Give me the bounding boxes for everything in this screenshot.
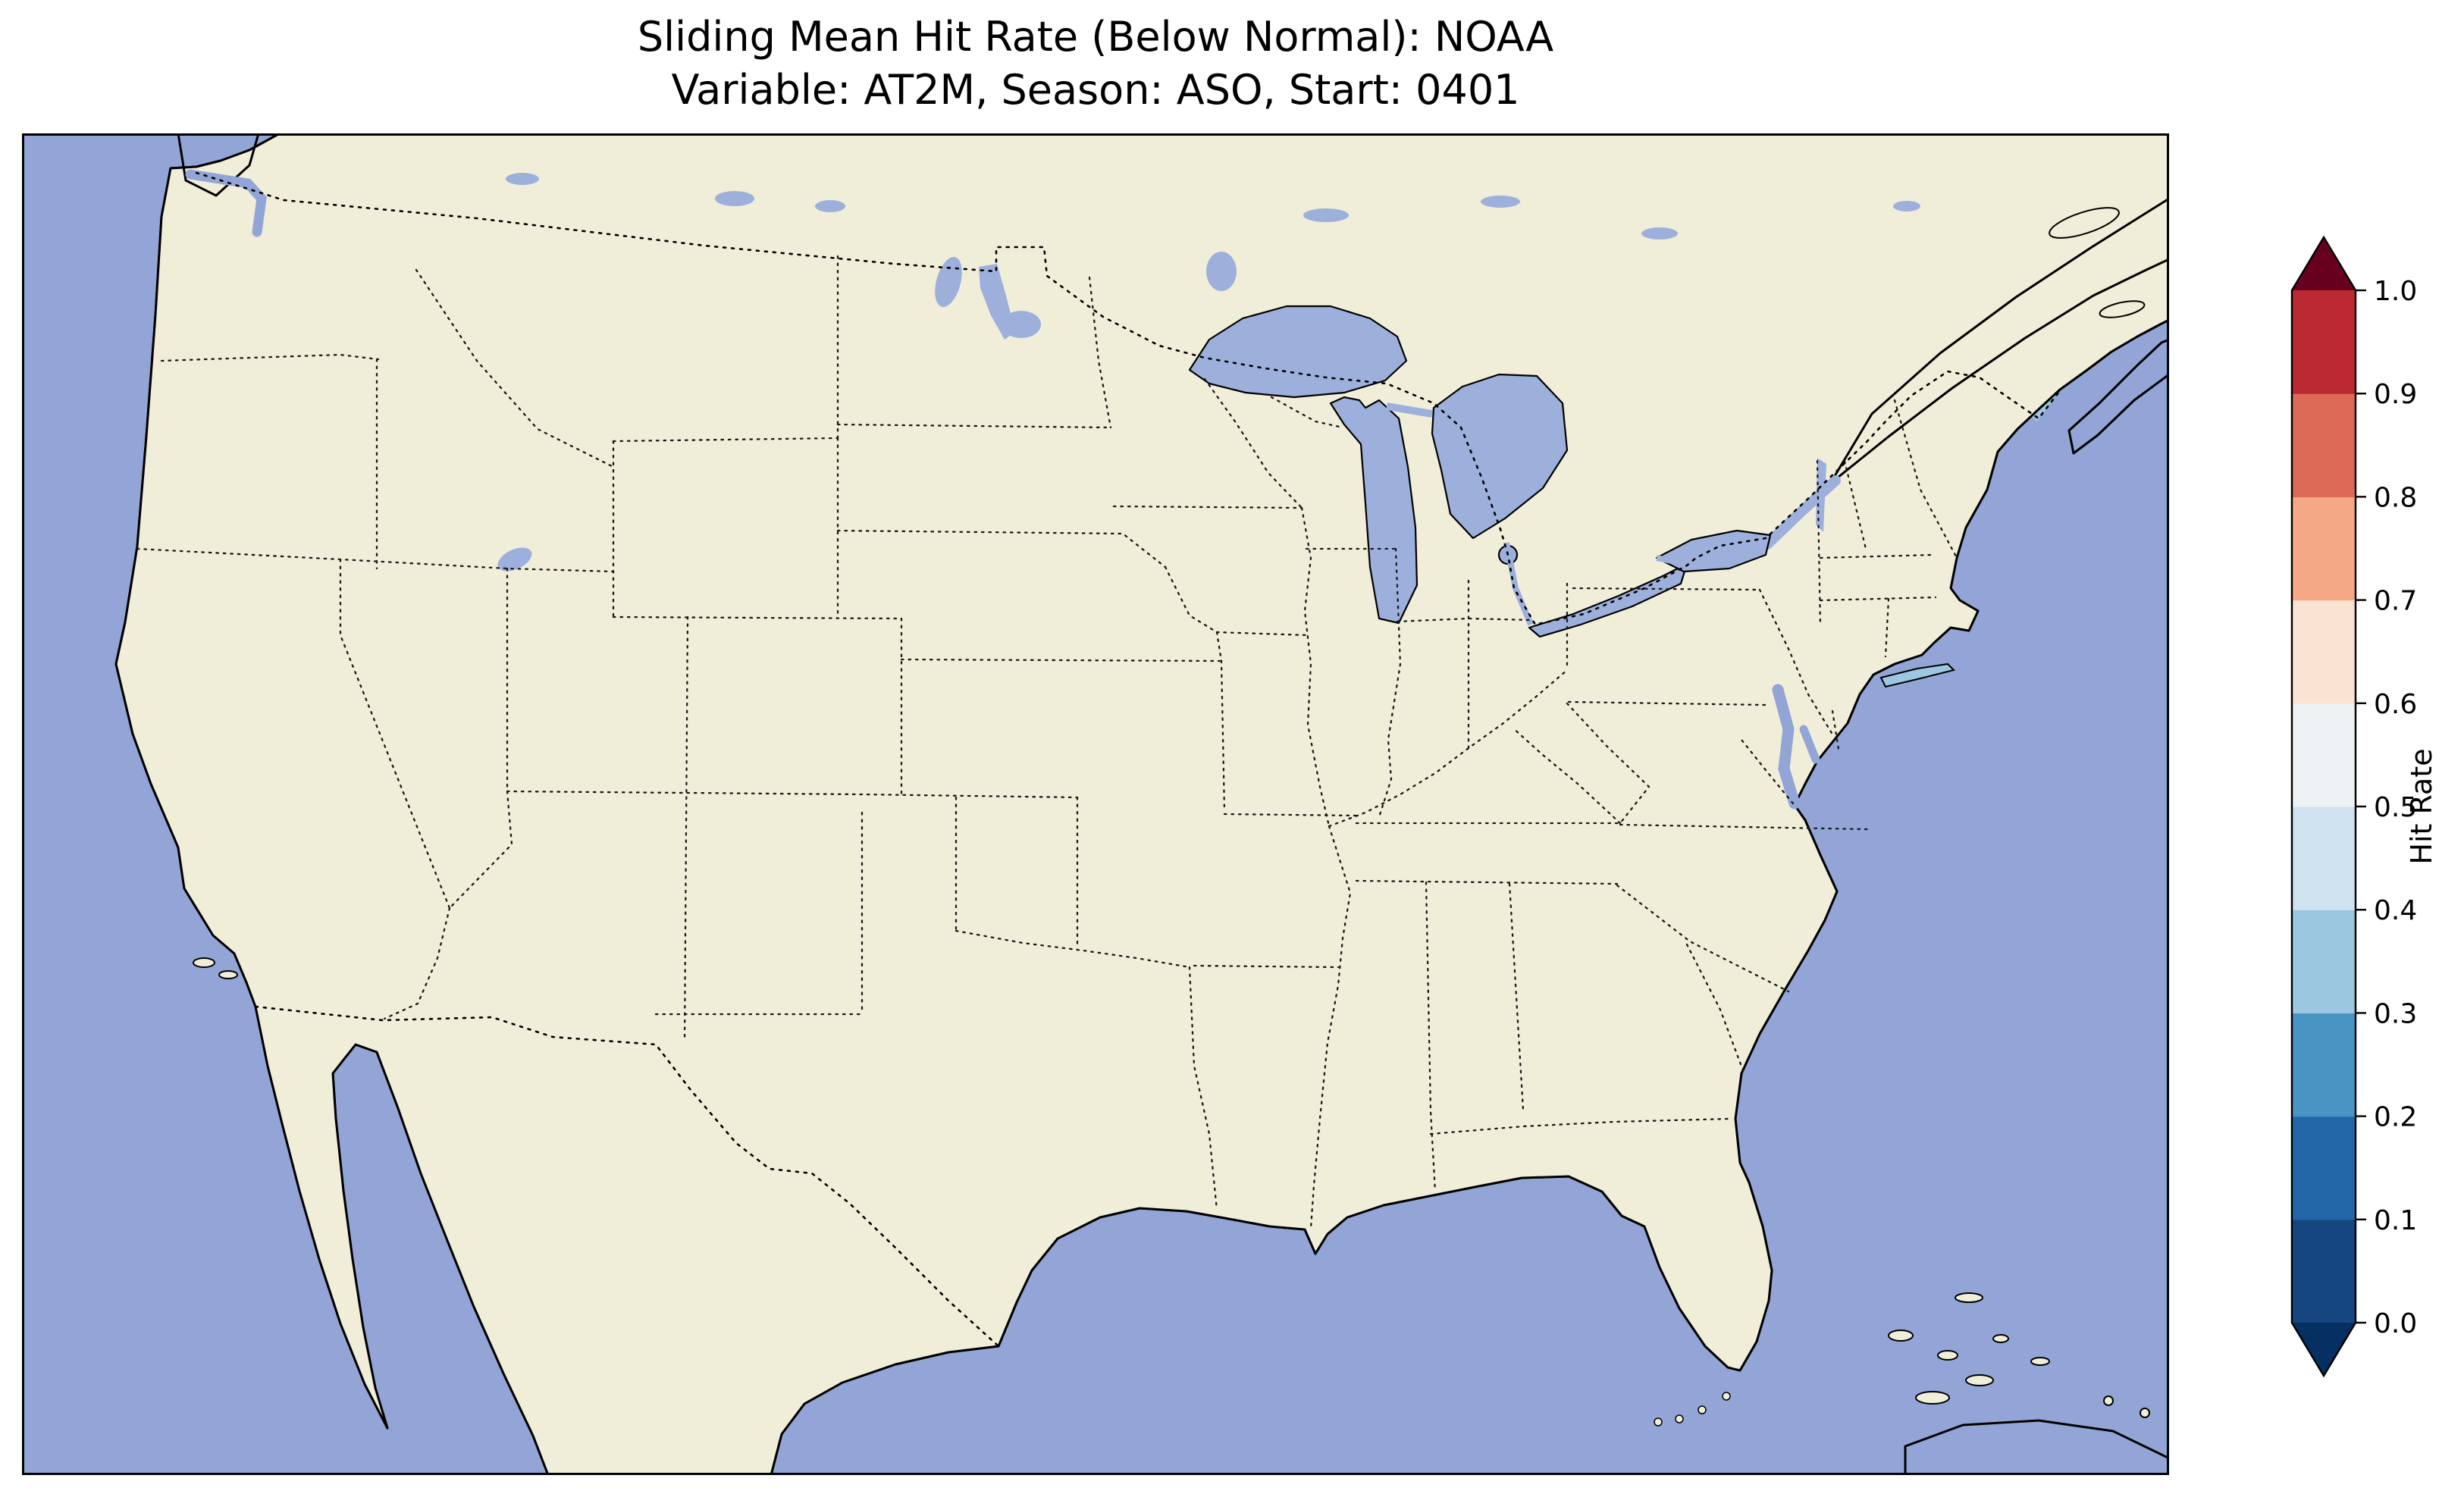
colorbar-tick-label-0.2: 0.2 (2374, 1102, 2417, 1133)
canada-lake-1 (715, 191, 754, 206)
grand-bahama (1955, 1292, 1983, 1303)
lake-nipigon (1206, 252, 1237, 291)
colorbar-over-arrow (2292, 237, 2356, 290)
colorbar-segment-0.6-0.7 (2292, 600, 2356, 704)
islands (193, 957, 2169, 1475)
colorbar-segments (2292, 237, 2356, 1376)
colorbar-tick-label-0.8: 0.8 (2374, 482, 2417, 513)
canada-lake-2 (815, 200, 845, 212)
colorbar-tick-label-0.7: 0.7 (2374, 586, 2417, 617)
national-borders (195, 171, 2060, 1348)
channel-island-2 (218, 970, 238, 979)
nova-scotia (2067, 338, 2169, 455)
state-borders (136, 255, 1958, 1229)
colorbar-tick-label-0.6: 0.6 (2374, 689, 2417, 720)
title-line-1: Sliding Mean Hit Rate (Below Normal): NO… (637, 13, 1554, 61)
colorbar-segment-0.9-1 (2292, 290, 2356, 394)
map-frame (22, 133, 2169, 1475)
conus-hit-rate-map (22, 133, 2169, 1475)
small-island-2 (2140, 1408, 2150, 1418)
lake-erie (1528, 562, 1688, 638)
us-mexico-border (254, 1005, 1000, 1348)
colorbar-segment-0.5-0.6 (2292, 703, 2356, 807)
figure-title: Sliding Mean Hit Rate (Below Normal): NO… (22, 11, 2169, 117)
colorbar-under-arrow (2292, 1323, 2356, 1376)
cuba (1904, 1419, 2169, 1475)
colorbar-tick-label-0.3: 0.3 (2374, 998, 2417, 1029)
bahama-island-5 (1992, 1334, 2009, 1343)
colorbar-segment-0.2-0.3 (2292, 1013, 2356, 1117)
lake-of-the-woods (1002, 311, 1041, 338)
bahama-island-4 (1937, 1350, 1958, 1361)
colorbar-tick-label-0.4: 0.4 (2374, 895, 2417, 926)
florida-key-4 (1654, 1417, 1663, 1427)
florida-key-3 (1675, 1414, 1684, 1424)
colorbar-tick-label-0.5: 0.5 (2374, 792, 2417, 823)
detroit-river (1503, 542, 1534, 626)
florida-key-2 (1698, 1405, 1707, 1414)
colorbar-segment-0.1-0.2 (2292, 1116, 2356, 1220)
colorbar: 0.0 0.1 0.2 0.3 0.4 0.5 0.6 0.7 0.8 0.9 1.0 Hit Ra… (2290, 235, 2438, 1378)
colorbar-ticks: 0.0 0.1 0.2 0.3 0.4 0.5 0.6 0.7 0.8 0.9 1.0 (2356, 276, 2417, 1339)
small-lakes (497, 173, 1920, 572)
delaware-bay (1799, 725, 1820, 764)
bahama-island-2 (1965, 1374, 1994, 1386)
colorbar-segment-0.7-0.8 (2292, 496, 2356, 601)
gulf-of-st-lawrence (1829, 197, 2169, 485)
colorbar-segment-0.4-0.5 (2292, 807, 2356, 910)
colorbar-axis-label: Hit Rate (2405, 748, 2438, 864)
lake-superior (1188, 305, 1408, 399)
canada-lake-4 (1641, 227, 1678, 240)
colorbar-tick-label-1.0: 1.0 (2374, 276, 2417, 307)
canada-lake-7 (1481, 196, 1520, 208)
anticosti-island (2049, 207, 2120, 239)
great-salt-lake (497, 547, 532, 572)
lake-huron (1431, 373, 1569, 540)
colorbar-segment-0.3-0.4 (2292, 910, 2356, 1013)
bahama-island-3 (1888, 1330, 1914, 1342)
small-island-1 (2103, 1395, 2114, 1406)
canada-lake-5 (1893, 201, 1920, 211)
bahama-island-1 (1915, 1391, 1950, 1405)
canada-lake-6 (506, 173, 539, 185)
title-line-2: Variable: AT2M, Season: ASO, Start: 0401 (671, 66, 1520, 114)
bahama-island-6 (2030, 1357, 2050, 1366)
lake-michigan (1329, 396, 1419, 625)
straits-of-mackinac (1386, 402, 1433, 418)
florida-key-1 (1722, 1392, 1731, 1401)
canada-lake-3 (1303, 208, 1349, 222)
chesapeake-bay (1772, 684, 1801, 810)
great-lakes (1188, 305, 1772, 638)
prince-edward-island (2099, 300, 2146, 318)
colorbar-tick-label-0.0: 0.0 (2374, 1308, 2417, 1339)
channel-island-1 (193, 957, 215, 968)
colorbar-tick-label-0.1: 0.1 (2374, 1205, 2417, 1236)
long-island (1879, 662, 1955, 688)
us-canada-border (195, 171, 2060, 626)
colorbar-segment-0.8-0.9 (2292, 393, 2356, 497)
niagara-river (1656, 555, 1688, 567)
colorbar-tick-label-0.9: 0.9 (2374, 379, 2417, 410)
colorbar-segment-0-0.1 (2292, 1219, 2356, 1323)
lake-manitoba (935, 256, 962, 308)
